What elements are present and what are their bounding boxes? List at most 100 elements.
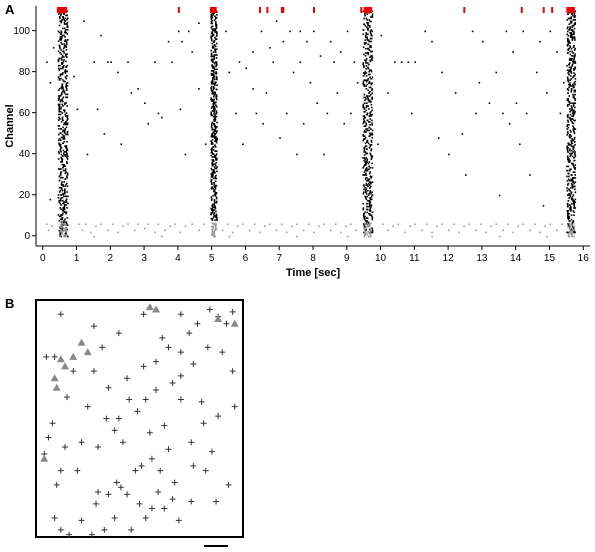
spike-dot [62, 130, 64, 133]
gray-spike-dot [64, 229, 66, 231]
gray-spike-dot [226, 223, 229, 226]
spike-dot [49, 81, 52, 84]
spike-dot [368, 40, 370, 43]
spike-dot [86, 153, 89, 156]
spike-dot [66, 84, 69, 87]
spike-dot [212, 78, 214, 81]
gray-spike-dot [346, 235, 349, 238]
spike-dot [63, 56, 65, 58]
spike-dot [210, 15, 213, 18]
spike-dot [214, 184, 217, 187]
spike-dot [65, 161, 68, 163]
spike-dot [67, 39, 69, 41]
spike-dot [65, 102, 67, 104]
spike-dot [57, 119, 60, 122]
spike-dot [364, 24, 367, 27]
spike-dot [96, 108, 99, 111]
stimulation-markers [40, 303, 239, 462]
spike-dot [572, 52, 575, 54]
spike-dot [213, 98, 215, 101]
spike-dot [371, 30, 374, 33]
spike-dot [363, 83, 366, 86]
spike-dot [58, 199, 61, 202]
spike-dot [572, 111, 575, 113]
spike-dot [215, 38, 217, 41]
spike-dot [216, 138, 218, 141]
spike-dot [572, 83, 574, 86]
spike-dot [366, 36, 368, 38]
burst-indicator [209, 7, 217, 13]
spike-dot [570, 214, 573, 217]
spike-dot [58, 142, 60, 145]
spike-dot [365, 59, 367, 61]
spike-dot [63, 140, 66, 143]
spike-dot [61, 209, 64, 212]
spike-dot [213, 94, 216, 97]
spike-dot [64, 30, 66, 33]
spike-dot [279, 137, 281, 139]
spike-dot [569, 75, 572, 77]
spike-dot [212, 104, 215, 107]
spike-dot [370, 214, 373, 217]
spike-dot [570, 139, 573, 142]
gray-spike-dot [571, 235, 573, 238]
spike-dot [568, 158, 570, 161]
spike-dot [64, 188, 66, 190]
spike-dot [65, 44, 67, 47]
spike-dot [572, 46, 575, 49]
spike-dot [363, 231, 365, 234]
spike-dot [210, 22, 213, 25]
spike-dot [66, 33, 69, 35]
spike-dot [66, 132, 69, 134]
spike-dot [573, 112, 576, 115]
electrode-plus-marker [126, 396, 133, 403]
spike-dot [566, 131, 569, 133]
spike-dot [369, 181, 371, 183]
spike-dot [365, 123, 368, 126]
spike-dot [62, 16, 64, 18]
spike-dot [59, 145, 62, 147]
spike-dot [574, 78, 577, 80]
spike-dot [309, 81, 312, 84]
electrode-plus-marker [208, 448, 215, 455]
spike-dot [573, 96, 575, 99]
electrode-plus-marker [66, 531, 73, 538]
spike-dot [59, 189, 62, 192]
spike-dot [366, 113, 369, 116]
spike-dot [62, 230, 64, 232]
spike-dot [210, 126, 213, 128]
spike-dot [568, 215, 570, 218]
spike-dot [365, 79, 368, 82]
spike-dot [574, 53, 577, 56]
spike-dot [569, 85, 571, 87]
spike-dot [64, 178, 66, 180]
spike-dot [215, 22, 217, 25]
spike-dot [571, 178, 574, 181]
spike-dot [213, 213, 215, 216]
spike-dot [214, 150, 216, 153]
spike-dot [368, 24, 371, 27]
spike-dot [572, 102, 575, 105]
spike-dot [213, 71, 215, 74]
gray-spike-dot [363, 230, 366, 233]
spike-dot [567, 224, 570, 227]
spike-dot [211, 92, 214, 95]
spike-dot [62, 208, 64, 211]
spike-dot [213, 144, 216, 147]
spike-dot [213, 118, 215, 121]
spike-dot [213, 44, 216, 46]
electrode-plus-marker [93, 500, 100, 507]
spike-dot [215, 88, 218, 91]
gray-spike-dot [248, 229, 251, 232]
spike-dot [567, 37, 569, 40]
gray-spike-dot [570, 234, 573, 236]
spike-dot [66, 115, 69, 117]
spike-dot [371, 162, 373, 165]
spike-dot [210, 123, 213, 125]
spike-dot [213, 87, 216, 89]
spike-dot [572, 146, 575, 149]
spike-dot [58, 215, 61, 218]
spike-dot [574, 23, 577, 26]
spike-dot [370, 100, 372, 103]
spike-dot [574, 168, 576, 171]
